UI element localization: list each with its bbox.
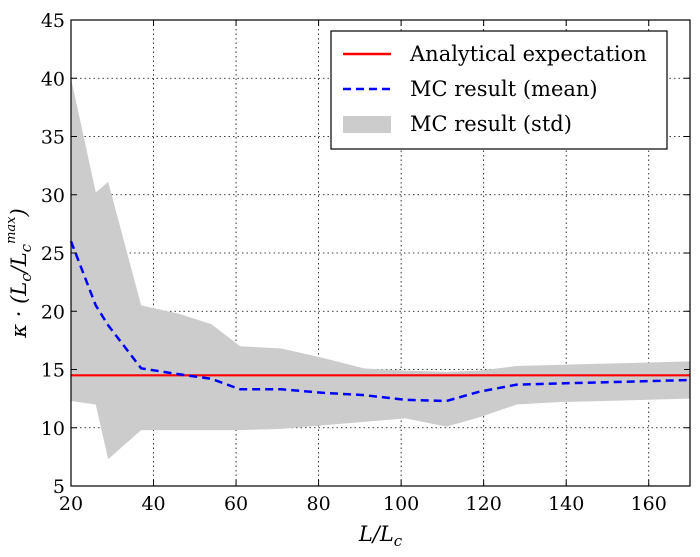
y-tick-label: 20 — [41, 301, 65, 323]
x-tick-label: 40 — [141, 493, 165, 515]
x-tick-label: 100 — [383, 493, 419, 515]
x-axis-label: L/Lc — [358, 522, 403, 550]
y-tick-label: 45 — [41, 10, 65, 32]
y-tick-label: 15 — [41, 360, 65, 382]
x-tick-label: 160 — [631, 493, 667, 515]
legend-swatch-std — [343, 116, 391, 133]
legend: Analytical expectation MC result (mean) … — [330, 30, 668, 150]
y-axis-label: κ · (Lc/Lcmax) — [4, 208, 35, 338]
std-band-layer — [71, 78, 690, 460]
x-tick-label: 80 — [307, 493, 331, 515]
y-tick-label: 35 — [41, 127, 65, 149]
x-tick-label: 120 — [466, 493, 502, 515]
legend-label-analytical: Analytical expectation — [409, 42, 647, 66]
std-band — [71, 78, 690, 460]
legend-label-std: MC result (std) — [410, 112, 572, 136]
x-tick-label: 60 — [224, 493, 248, 515]
series-layer — [69, 240, 691, 403]
tick-labels: 20 40 60 80 100 120 140 160 5 10 15 20 25 30 35 40 45 — [41, 10, 667, 515]
y-tick-label: 40 — [41, 68, 65, 90]
legend-label-mean: MC result (mean) — [410, 77, 598, 101]
x-tick-label: 140 — [548, 493, 584, 515]
y-tick-label: 10 — [41, 418, 65, 440]
x-tick-label: 20 — [59, 493, 83, 515]
y-tick-label: 5 — [53, 476, 65, 498]
mean-line — [69, 240, 691, 403]
y-tick-label: 25 — [41, 243, 65, 265]
tick-marks — [70, 19, 690, 487]
y-tick-label: 30 — [41, 185, 65, 207]
